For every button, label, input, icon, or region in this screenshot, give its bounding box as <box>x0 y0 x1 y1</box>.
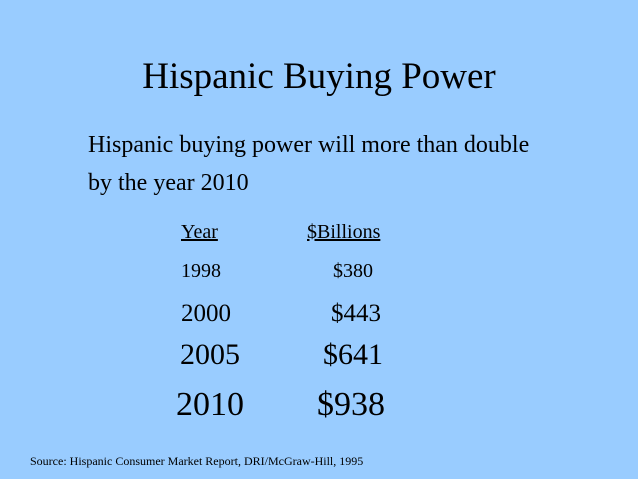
year-cell: 2000 <box>181 300 231 327</box>
slide-title: Hispanic Buying Power <box>142 56 496 97</box>
value-cell: $443 <box>331 300 381 327</box>
year-cell: 1998 <box>181 260 221 282</box>
year-cell: 2010 <box>176 386 244 423</box>
source-note: Source: Hispanic Consumer Market Report,… <box>30 454 364 468</box>
column-header: Year <box>181 221 218 243</box>
column-header: $Billions <box>307 221 381 243</box>
value-cell: $380 <box>333 260 373 282</box>
value-cell: $641 <box>323 338 383 371</box>
year-cell: 2005 <box>180 338 240 371</box>
subtitle: Hispanic buying power will more than dou… <box>88 132 530 196</box>
value-cell: $938 <box>317 386 385 423</box>
